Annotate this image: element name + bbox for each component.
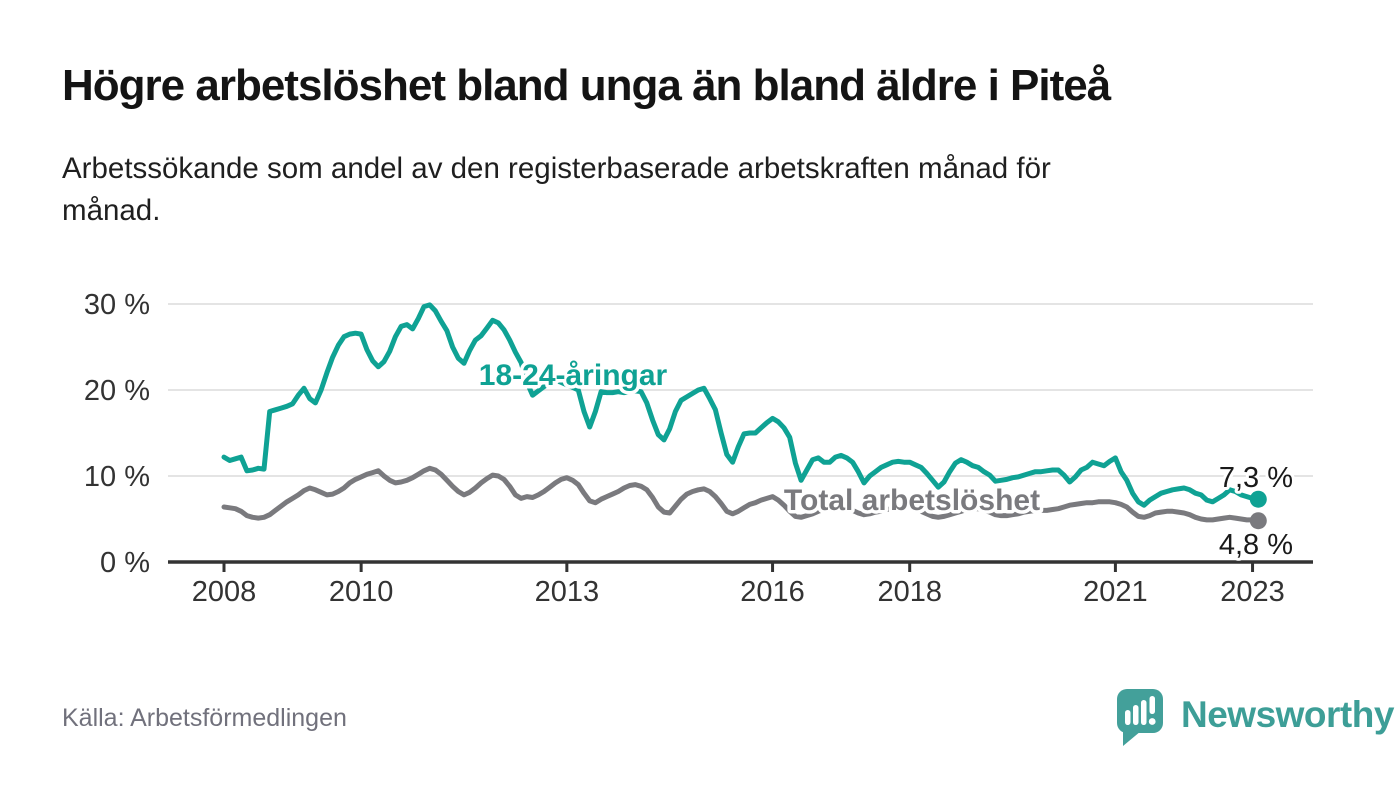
end-value-label-1: 4,8 %	[1219, 529, 1293, 561]
series-label-1: Total arbetslöshet	[784, 484, 1040, 517]
x-axis-label-2021: 2021	[1083, 576, 1148, 608]
series-end-dot-0	[1249, 490, 1267, 508]
newsworthy-logo: Newsworthy	[1112, 686, 1394, 750]
x-axis-label-2013: 2013	[535, 576, 600, 608]
series-end-dot-1	[1249, 512, 1267, 530]
logo-bubble	[1117, 689, 1163, 733]
logo-bubble-tail	[1123, 728, 1141, 746]
x-axis-label-2018: 2018	[877, 576, 942, 608]
series-label-0: 18-24-åringar	[479, 359, 668, 392]
y-axis-label-30: 30 %	[84, 289, 150, 321]
y-axis-label-10: 10 %	[84, 461, 150, 493]
x-axis-label-2010: 2010	[329, 576, 394, 608]
series-line-0	[221, 302, 1261, 508]
x-axis-label-2023: 2023	[1220, 576, 1285, 608]
y-axis-label-0: 0 %	[100, 547, 150, 579]
x-axis-label-2016: 2016	[740, 576, 805, 608]
logo-bar-1	[1125, 710, 1131, 725]
unemployment-line-chart: 0 % 10 % 20 % 30 % 2008 2010 2013 2016 2018 2021 2…	[84, 289, 1313, 608]
logo-bar-3	[1141, 700, 1147, 725]
logo-exclamation-dot	[1148, 718, 1156, 725]
logo-exclamation-bar	[1149, 696, 1155, 714]
page-title: Högre arbetslöshet bland unga än bland ä…	[62, 61, 1111, 110]
source-note: Källa: Arbetsförmedlingen	[62, 704, 347, 732]
newsworthy-logo-text: Newsworthy	[1181, 694, 1394, 735]
newsworthy-logo-icon	[1117, 689, 1163, 746]
page-subtitle: Arbetssökande som andel av den registerb…	[62, 152, 1051, 227]
y-axis-label-20: 20 %	[84, 375, 150, 407]
series-line-1	[221, 465, 1261, 524]
logo-bar-2	[1133, 705, 1139, 725]
end-value-label-0: 7,3 %	[1219, 462, 1293, 494]
x-axis-label-2008: 2008	[192, 576, 257, 608]
